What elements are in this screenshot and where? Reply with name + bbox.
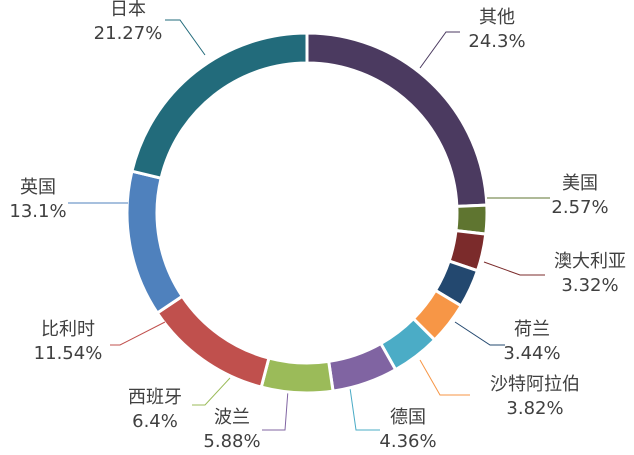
donut-segment	[155, 294, 271, 389]
slice-value-label: 13.1%	[9, 201, 66, 222]
slice-category-label: 美国	[562, 173, 598, 194]
slice-value-label: 2.57%	[551, 197, 608, 218]
donut-segment	[259, 356, 335, 395]
slice-category-label: 德国	[390, 407, 426, 428]
leader-line	[483, 261, 545, 276]
slice-value-label: 6.4%	[132, 411, 178, 432]
slice-category-label: 其他	[479, 7, 515, 28]
leader-line	[349, 387, 380, 431]
slice-value-label: 4.36%	[379, 431, 436, 452]
slice-category-label: 波兰	[214, 407, 250, 428]
donut-segment	[125, 169, 185, 316]
slice-category-label: 日本	[110, 0, 146, 20]
slice-value-label: 3.82%	[506, 398, 563, 419]
donut-segment	[305, 31, 489, 208]
slice-value-label: 5.88%	[203, 431, 260, 452]
slice-category-label: 荷兰	[514, 319, 550, 340]
slice-value-label: 11.54%	[34, 343, 103, 364]
leader-line	[454, 321, 505, 346]
leader-line	[419, 359, 470, 396]
donut-segment	[130, 31, 309, 180]
slice-value-label: 21.27%	[94, 23, 163, 44]
leader-line	[419, 31, 460, 69]
donut-segment	[326, 341, 398, 393]
leader-line	[192, 377, 231, 406]
slice-value-label: 3.44%	[503, 343, 560, 364]
slice-category-label: 沙特阿拉伯	[490, 374, 580, 395]
slice-category-label: 比利时	[41, 319, 95, 340]
leader-line	[165, 19, 206, 56]
slice-category-label: 西班牙	[128, 387, 182, 408]
slice-category-label: 英国	[20, 177, 56, 198]
slice-value-label: 24.3%	[468, 31, 525, 52]
slice-value-label: 3.32%	[561, 275, 618, 296]
leader-line	[262, 389, 289, 431]
slice-category-label: 澳大利亚	[554, 251, 626, 272]
leader-line	[110, 321, 166, 346]
